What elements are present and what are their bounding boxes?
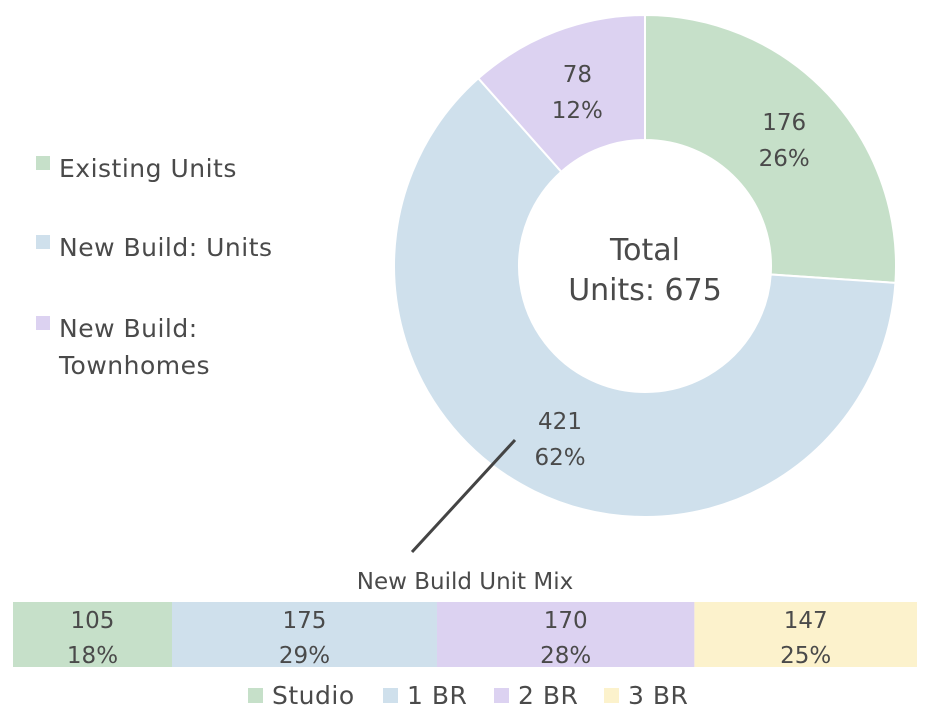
legend-item-new-build-units: New Build: Units	[36, 233, 273, 262]
legend-swatch	[36, 316, 50, 330]
bar-percent-label: 25%	[780, 643, 831, 669]
stacked-bar: 105 18% 175 29% 170 28% 147 25%	[13, 602, 917, 669]
donut-slice-labels: 176 26% 421 62% 78 12%	[534, 62, 809, 471]
legend-swatch	[248, 688, 263, 703]
bar-legend-item-1-br: 1 BR	[383, 681, 467, 710]
legend-label: 3 BR	[628, 681, 688, 710]
bar-percent-label: 29%	[279, 643, 330, 669]
bar-chart-title: New Build Unit Mix	[357, 569, 574, 595]
legend-swatch	[494, 688, 509, 703]
legend-swatch	[36, 156, 50, 170]
bar-value-label: 170	[544, 608, 588, 634]
legend-swatch	[383, 688, 398, 703]
legend-item-existing-units: Existing Units	[36, 154, 237, 183]
legend-label: Existing Units	[59, 154, 237, 183]
slice-percent-label: 12%	[552, 98, 603, 124]
bar-segment-1-br	[171, 602, 437, 667]
bar-legend: Studio 1 BR 2 BR 3 BR	[248, 681, 688, 710]
leader-line	[410, 438, 517, 554]
legend-swatch	[36, 235, 50, 249]
donut-slice-new-build-townhomes	[476, 13, 646, 174]
donut-slice-new-build-units	[393, 76, 897, 518]
legend-label: 2 BR	[518, 681, 578, 710]
slice-value-label: 78	[563, 62, 592, 88]
bar-percent-label: 18%	[67, 643, 118, 669]
bar-value-label: 147	[784, 608, 828, 634]
bar-segment-studio	[13, 602, 172, 667]
bar-legend-item-3-br: 3 BR	[604, 681, 688, 710]
legend-label: New Build: Units	[59, 233, 273, 262]
donut-legend: Existing Units New Build: Units New Build:…	[36, 154, 273, 380]
slice-value-label: 176	[762, 110, 806, 136]
legend-label: Studio	[272, 681, 355, 710]
legend-label: New Build: Townhomes	[58, 314, 210, 380]
legend-label: 1 BR	[407, 681, 467, 710]
legend-swatch	[604, 688, 619, 703]
slice-value-label: 421	[538, 409, 582, 435]
bar-segment-3-br	[694, 602, 917, 667]
bar-value-label: 175	[283, 608, 327, 634]
bar-legend-item-studio: Studio	[248, 681, 355, 710]
legend-item-new-build-townhomes: New Build: Townhomes	[36, 314, 210, 380]
bar-value-label: 105	[71, 608, 115, 634]
bar-legend-item-2-br: 2 BR	[494, 681, 578, 710]
donut-chart	[393, 13, 897, 518]
donut-slice-existing-units	[644, 13, 897, 284]
donut-center-label: Total Units: 675	[568, 233, 722, 308]
slice-percent-label: 26%	[759, 146, 810, 172]
slice-percent-label: 62%	[534, 445, 585, 471]
bar-percent-label: 28%	[540, 643, 591, 669]
bar-segment-2-br	[436, 602, 695, 667]
